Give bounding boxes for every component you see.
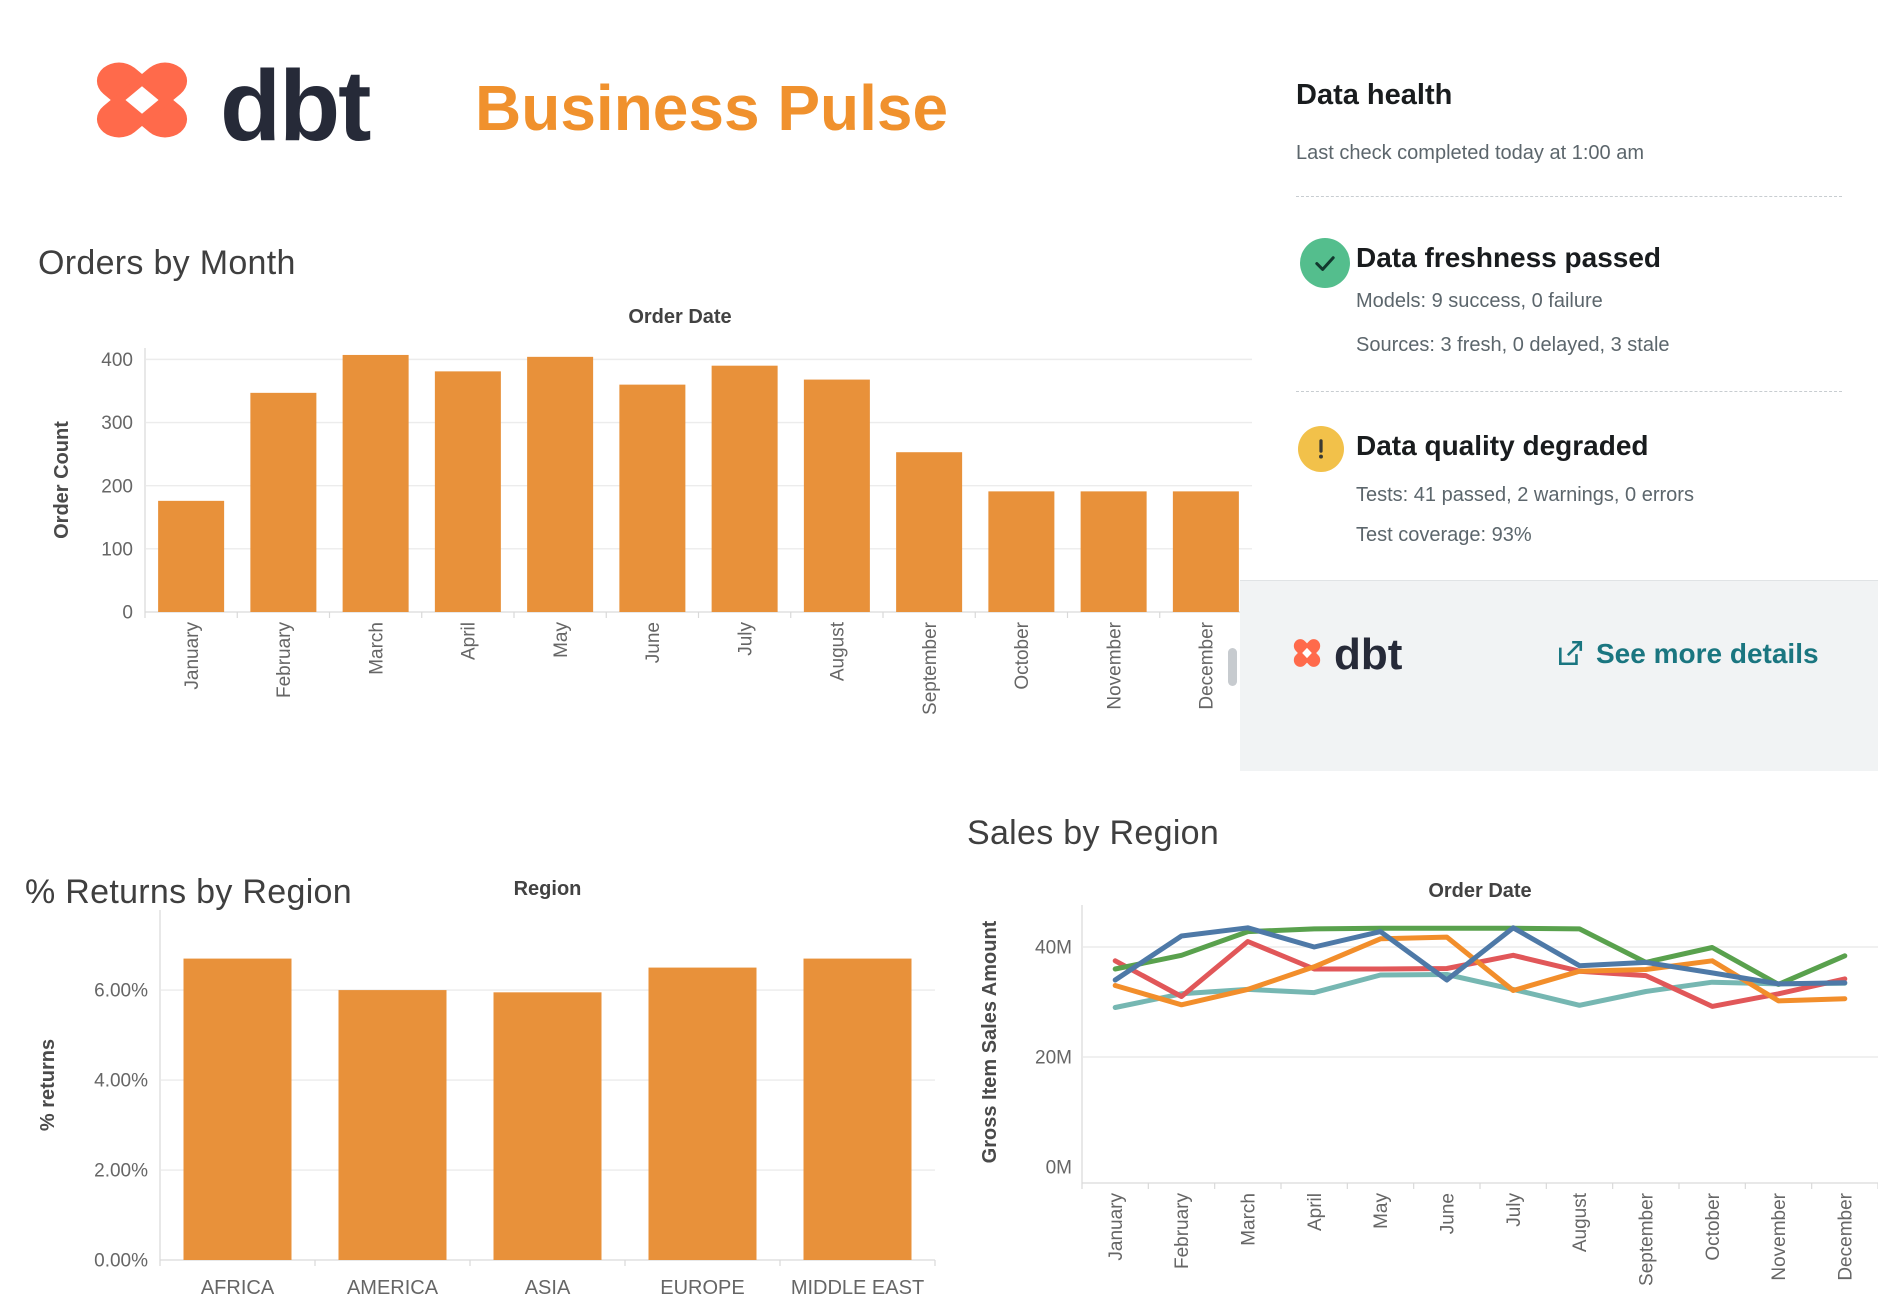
orders-axis-header: Order Date	[628, 306, 732, 328]
sales-line-chart: 0M 20M 40M January February March April May June…	[1035, 905, 1878, 1286]
x-category-label: May	[551, 622, 572, 658]
axis-tick-label: 0	[122, 603, 133, 624]
freshness-sources-line: Sources: 3 fresh, 0 delayed, 3 stale	[1356, 334, 1670, 356]
x-category-label: September	[920, 621, 941, 715]
returns-bar-chart: 0.00% 2.00% 4.00% 6.00% AFRICA AMERICA ASIA EUR…	[94, 910, 936, 1299]
x-category-label: March	[366, 622, 387, 675]
returns-chart-title: % Returns by Region	[25, 873, 352, 911]
line-series-blue[interactable]	[1112, 925, 1848, 987]
divider	[1296, 391, 1842, 392]
axis-tick-label: 20M	[1035, 1048, 1072, 1069]
axis-tick-label: 4.00%	[94, 1071, 148, 1092]
quality-title: Data quality degraded	[1356, 430, 1649, 461]
data-health-last-check: Last check completed today at 1:00 am	[1296, 142, 1644, 164]
orders-chart-title: Orders by Month	[38, 244, 296, 282]
sales-chart-title: Sales by Region	[967, 814, 1220, 852]
x-category-label: October	[1703, 1192, 1724, 1260]
x-category-label: EUROPE	[660, 1277, 744, 1299]
warning-icon	[1319, 439, 1323, 459]
page-title: Business Pulse	[475, 72, 949, 144]
x-category-label: August	[828, 621, 849, 681]
line-series-orange[interactable]	[1112, 934, 1848, 1008]
x-category-label: April	[459, 622, 480, 660]
x-category-label: May	[1371, 1193, 1392, 1229]
x-category-label: October	[1012, 621, 1033, 689]
bar-january[interactable]	[158, 500, 225, 612]
x-category-label: June	[643, 622, 664, 663]
bar-america[interactable]	[338, 990, 447, 1260]
see-more-details-link[interactable]: See more details	[1596, 638, 1819, 669]
x-category-label: ASIA	[525, 1277, 571, 1299]
x-category-label: AMERICA	[347, 1277, 439, 1299]
dbt-wordmark: dbt	[1334, 630, 1403, 679]
quality-tests-line: Tests: 41 passed, 2 warnings, 0 errors	[1356, 484, 1694, 506]
bar-asia[interactable]	[493, 992, 602, 1260]
bar-may[interactable]	[527, 356, 594, 612]
axis-tick-label: 200	[101, 476, 133, 497]
bar-december[interactable]	[1172, 491, 1239, 612]
orders-axis-scrollbar-thumb[interactable]	[1228, 648, 1237, 686]
x-category-label: June	[1437, 1193, 1458, 1234]
x-category-label: April	[1305, 1193, 1326, 1231]
axis-tick-label: 2.00%	[94, 1161, 148, 1182]
bar-april[interactable]	[434, 371, 501, 612]
bar-october[interactable]	[988, 491, 1055, 612]
bar-africa[interactable]	[183, 958, 292, 1260]
divider	[1296, 196, 1842, 197]
x-category-label: AFRICA	[201, 1277, 275, 1299]
freshness-models-line: Models: 9 success, 0 failure	[1356, 290, 1603, 312]
bar-june[interactable]	[619, 384, 686, 612]
x-category-label: November	[1769, 1192, 1790, 1280]
data-health-footer: dbt See more details	[1240, 580, 1878, 771]
line-series-green[interactable]	[1112, 925, 1848, 987]
status-badge-warning	[1298, 426, 1344, 472]
bar-february[interactable]	[250, 392, 317, 612]
x-category-label: July	[1504, 1193, 1525, 1227]
bar-europe[interactable]	[648, 967, 757, 1260]
dbt-logo-icon	[1288, 633, 1326, 673]
x-category-label: July	[735, 622, 756, 656]
x-category-label: January	[182, 622, 203, 690]
x-category-label: September	[1636, 1192, 1657, 1286]
bar-march[interactable]	[342, 354, 409, 612]
x-category-label: December	[1835, 1192, 1856, 1280]
x-category-label: August	[1570, 1192, 1591, 1252]
x-category-label: January	[1106, 1193, 1127, 1261]
external-link-icon[interactable]	[1556, 639, 1584, 667]
orders-bar-chart: 0 100 200 300 400 January February March April Ma…	[101, 348, 1253, 715]
bar-september[interactable]	[896, 452, 963, 612]
freshness-title: Data freshness passed	[1356, 242, 1662, 273]
axis-tick-label: 300	[101, 413, 133, 434]
axis-tick-label: 400	[101, 350, 133, 371]
dbt-logo-icon	[77, 46, 207, 154]
x-category-label: December	[1197, 621, 1218, 709]
data-health-panel: Data health Last check completed today a…	[1240, 40, 1878, 771]
bar-july[interactable]	[711, 365, 778, 612]
quality-coverage-line: Test coverage: 93%	[1356, 524, 1532, 546]
bar-november[interactable]	[1080, 491, 1147, 612]
check-icon	[1315, 256, 1335, 271]
dbt-wordmark: dbt	[220, 50, 371, 162]
axis-tick-label: 0M	[1046, 1158, 1072, 1179]
sales-axis-header: Order Date	[1428, 880, 1532, 902]
axis-tick-label: 40M	[1035, 938, 1072, 959]
returns-axis-header: Region	[513, 878, 582, 900]
axis-tick-label: 100	[101, 539, 133, 560]
axis-tick-label: 0.00%	[94, 1251, 148, 1272]
x-category-label: March	[1238, 1193, 1259, 1246]
x-category-label: November	[1104, 621, 1125, 709]
x-category-label: MIDDLE EAST	[791, 1277, 924, 1299]
status-badge-success	[1300, 238, 1350, 288]
bar-august[interactable]	[803, 379, 870, 612]
bar-middle-east[interactable]	[803, 958, 912, 1260]
axis-tick-label: 6.00%	[94, 981, 148, 1002]
x-category-label: February	[274, 622, 295, 699]
x-category-label: February	[1172, 1193, 1193, 1270]
data-health-title: Data health	[1296, 79, 1453, 111]
